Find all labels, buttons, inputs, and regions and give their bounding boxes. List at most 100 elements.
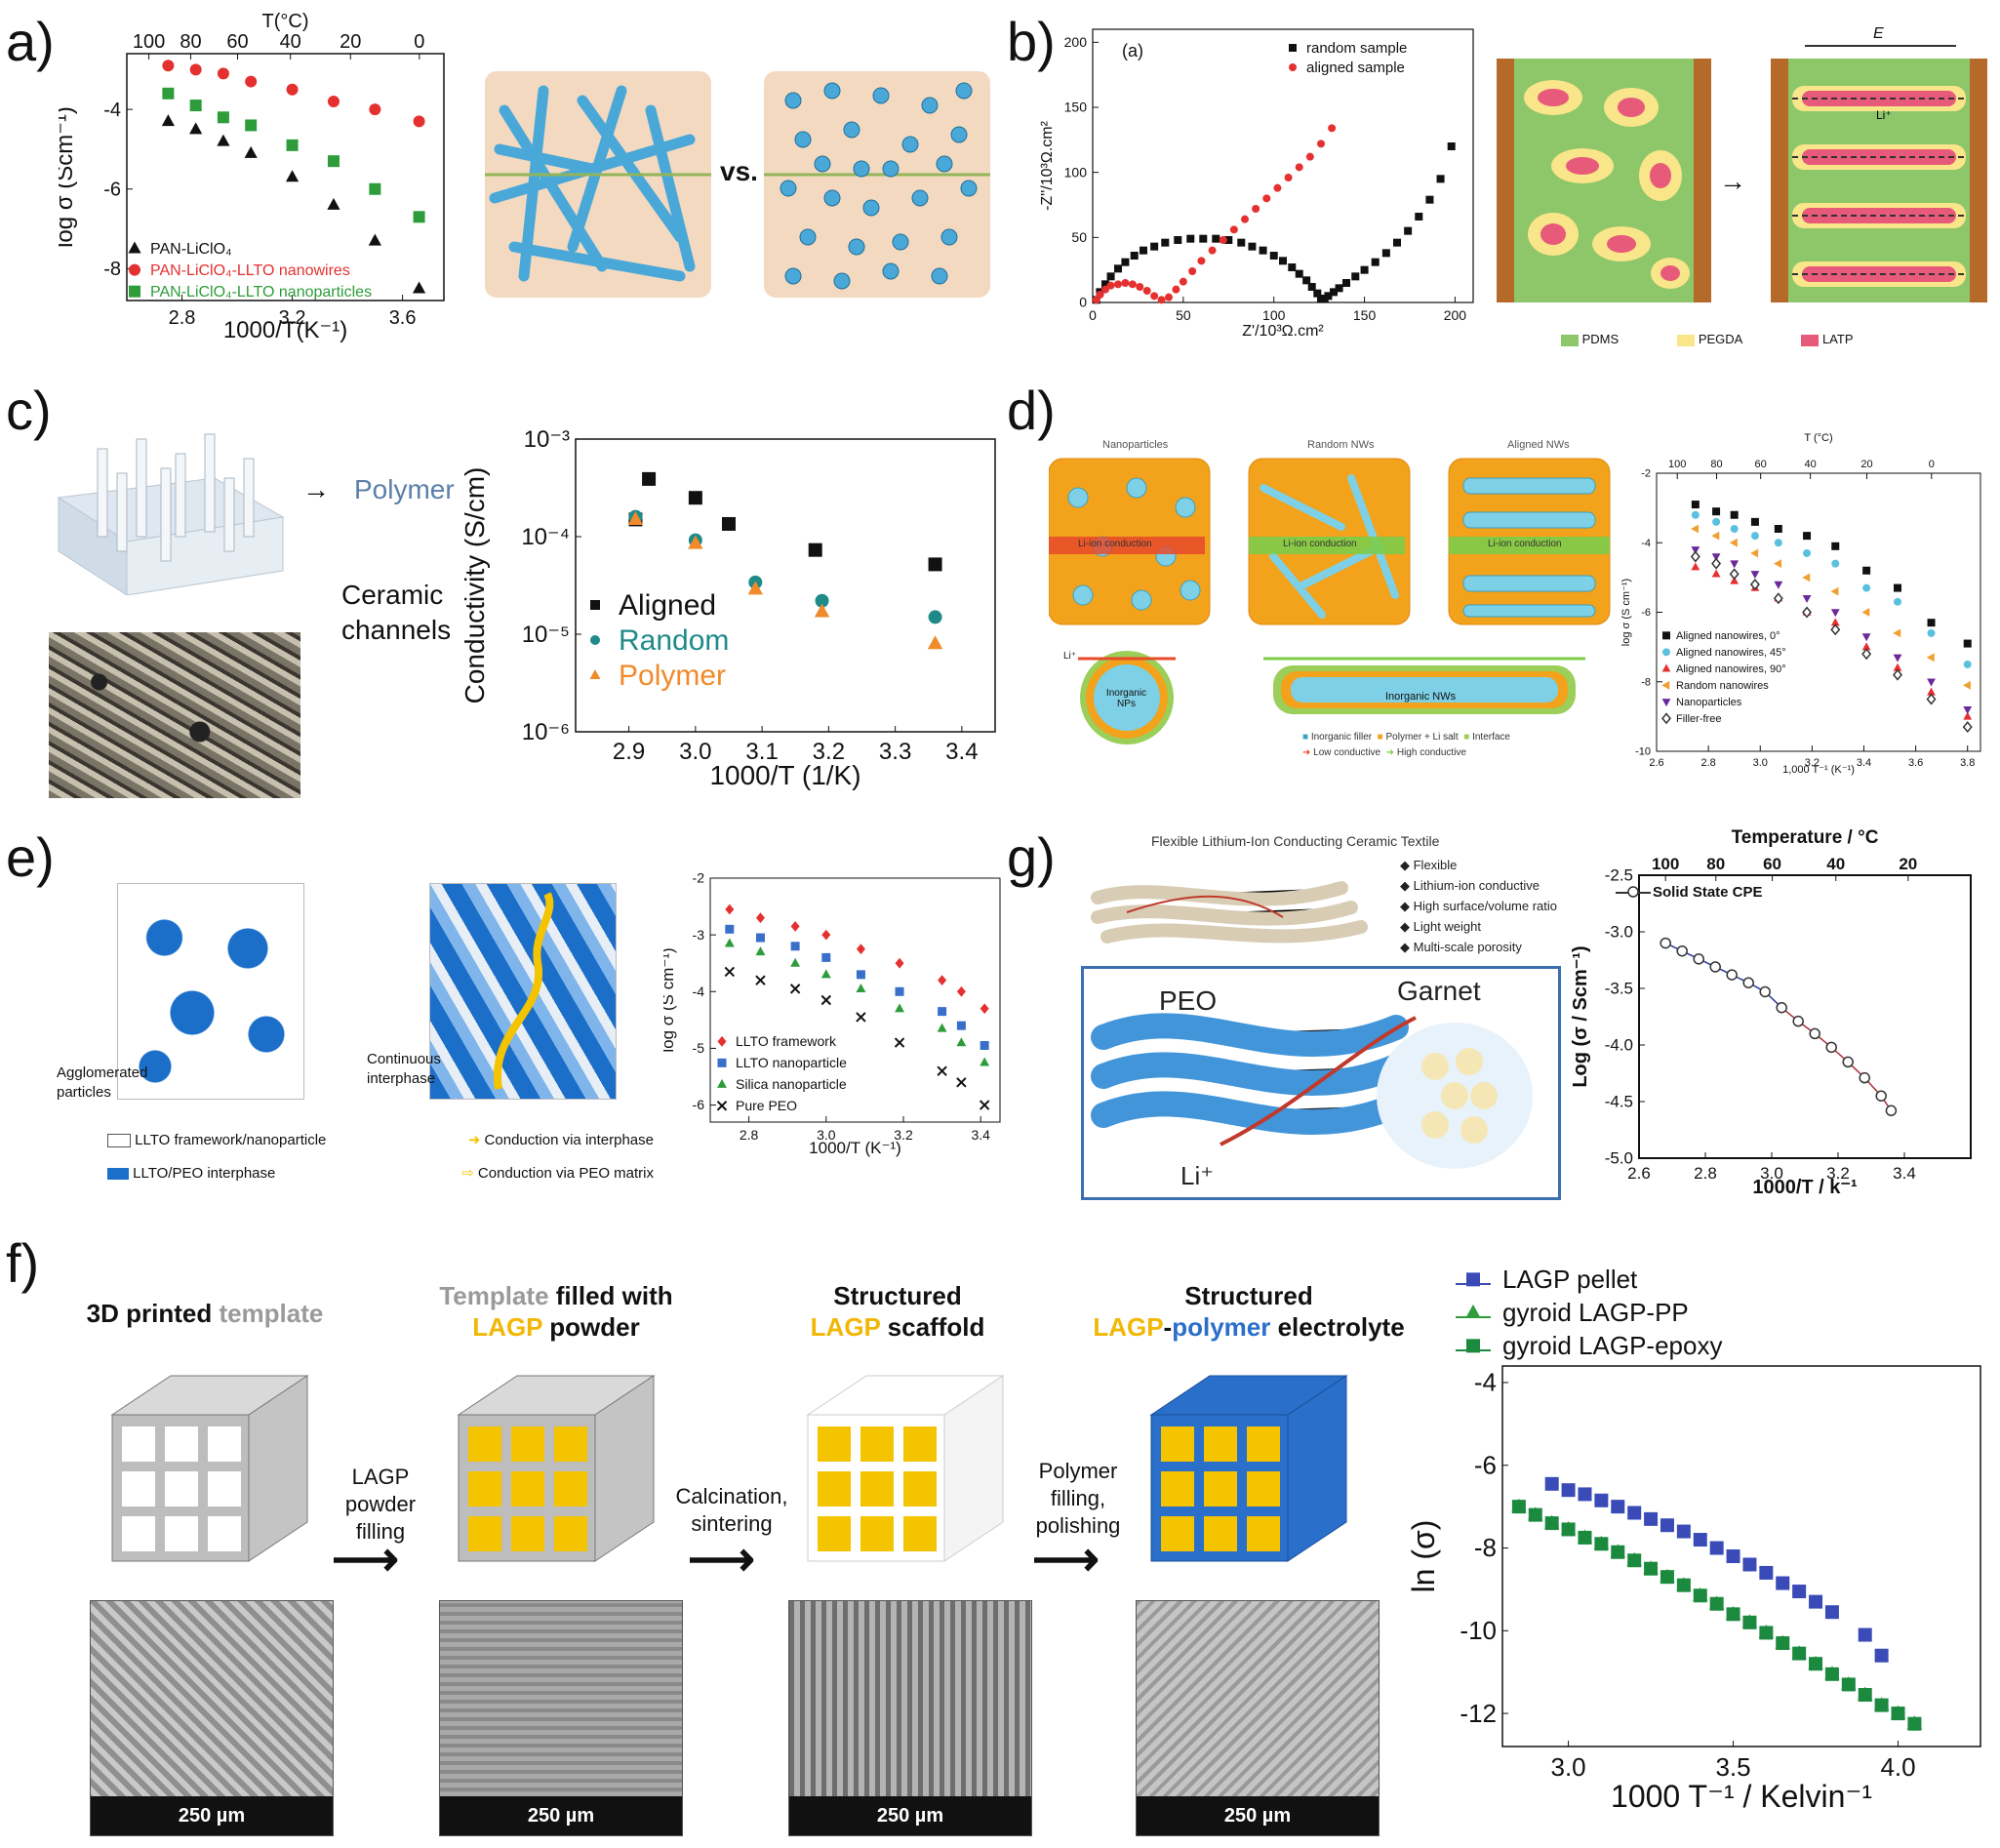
chart-a-point-2 [327,155,340,168]
chart-f-point-0 [1561,1483,1576,1498]
chart-b-ytick-label: 150 [1064,100,1088,115]
chart-f-legend-marker [1466,1272,1480,1287]
chart-a-top-tick-label: 0 [414,31,424,53]
chart-b-point-0 [1259,246,1267,255]
chart-g-ytick-label: -4.5 [1605,1093,1633,1111]
chart-f-point-0 [1792,1585,1807,1599]
chart-g-point-0 [1825,1041,1837,1054]
chart-g-point-0 [1676,944,1688,957]
chart-d-point-4 [1774,581,1783,589]
chart-c-legend-marker [589,669,601,679]
nanoparticle-dot [950,126,968,143]
chart-a: 2.8 3.2 3.6 -4 -6 -8 T(°C) 100 80 60 40 20 0 1000/T(K… [59,11,445,343]
chart-d-point-1 [1894,597,1902,606]
chart-d-point-5 [1749,579,1760,590]
chart-g-top-label: Temperature / °C [1732,827,1879,848]
chart-d-point-1 [1750,532,1759,541]
chart-c-point-2 [814,603,830,618]
chart-f-point-2 [1907,1716,1922,1731]
chart-d-point-5 [1690,550,1700,563]
f-arrow-3-icon: ⟶ [1032,1534,1100,1586]
chart-a-xlabel: 1000/T(K⁻¹) [223,317,347,343]
chart-f-point-0 [1809,1594,1823,1609]
nanowire-network-icon [485,85,711,282]
chart-f-point-2 [1676,1578,1691,1592]
chart-b-point-0 [1224,236,1233,244]
chart-d-legend-marker [1662,648,1670,657]
nanoparticle-dots-icon [764,82,990,290]
chart-b-xtick-label: 50 [1176,307,1191,323]
e-legend: LLTO framework/nanoparticle ➜ Conduction… [107,1124,654,1190]
chart-e-point-0 [856,944,865,955]
chart-b-point-1 [1252,205,1260,213]
chart-g-xtick-label: 2.6 [1627,1164,1651,1183]
chart-g-legend-label: Solid State CPE [1653,884,1763,901]
chart-e-point-2 [956,1037,967,1047]
chart-f-point-2 [1709,1596,1724,1611]
chart-e-point-3 [937,1065,947,1076]
chart-c-xtick-label: 3.3 [879,739,911,765]
chart-e-legend-marker [717,1078,727,1088]
e-legend-interphase: LLTO/PEO interphase [133,1165,276,1182]
chart-b-point-0 [1101,280,1109,289]
chart-f-xtick-label: 3.0 [1551,1752,1586,1782]
chart-d-point-4 [1750,571,1760,580]
chart-d-point-3 [1861,608,1870,617]
chart-a-frame [126,53,445,301]
d-legend-polymer: Polymer + Li salt [1385,732,1459,743]
chart-d-point-2 [1711,569,1721,578]
c-arrow-icon: → [302,474,330,504]
chart-b-point-1 [1305,152,1314,161]
chart-d-point-5 [1962,721,1973,734]
chart-d-legend-marker [1661,712,1671,725]
chart-d-point-0 [1774,525,1782,533]
chart-e-point-0 [821,929,831,941]
chart-g-point-0 [1660,937,1671,949]
chart-a-point-2 [245,119,258,132]
chart-a-top-tick-label: 40 [280,31,301,53]
chart-d-point-1 [1712,517,1721,526]
chart-b-ytick-label: 0 [1079,295,1087,310]
chart-b-point-0 [1342,279,1350,287]
chart-b-xtick-label: 100 [1262,307,1286,323]
chart-f-point-2 [1841,1677,1856,1692]
nanoparticle-dot [931,267,948,285]
g-fiber-closeup [1081,966,1561,1200]
chart-f-ytick-label: -8 [1474,1533,1497,1562]
chart-d-ytick-label: -8 [1641,676,1651,688]
chart-b-point-0 [1186,234,1195,243]
e-continuous-cube-icon [429,883,617,1100]
chart-b-point-1 [1114,280,1122,289]
chart-b-point-1 [1262,194,1271,203]
chart-d-legend-marker [1662,631,1670,640]
chart-d-point-5 [1773,592,1783,605]
chart-a-point-1 [162,60,175,72]
chart-e-legend-marker [717,1035,727,1047]
panel-label-b: b) [1007,11,1056,72]
chart-a-point-0 [189,122,203,135]
chart-f-point-2 [1511,1500,1526,1514]
chart-d-point-4 [1927,678,1936,687]
chart-a-point-0 [217,134,230,146]
chart-b-xtick-label: 200 [1444,307,1467,323]
e-legend-peo-conduction: Conduction via PEO matrix [477,1165,654,1182]
chart-b-point-1 [1179,277,1187,286]
f-scale-bar-4: 250 µm [1137,1796,1379,1835]
chart-a-top-tick-label: 20 [340,31,361,53]
a-vs-label: vs. [720,156,758,186]
g-bullets: ◆ Flexible ◆ Lithium-ion conductive ◆ Hi… [1400,858,1558,954]
d-li-label: Li⁺ [1063,651,1077,662]
f-caption-1: 3D printed template [86,1299,324,1328]
c-sem-image [49,632,300,798]
chart-a-legend-marker [128,241,141,254]
chart-f-point-0 [1594,1493,1609,1507]
chart-d-point-5 [1711,557,1722,570]
chart-e-legend-label: Silica nanoparticle [736,1076,847,1092]
chart-d-point-3 [1711,531,1720,541]
chart-b-point-1 [1121,279,1130,287]
chart-g-point-0 [1759,985,1771,998]
chart-e-point-2 [980,1057,990,1066]
g-bullet-1: Flexible [1413,858,1458,872]
chart-d-point-3 [1774,559,1782,569]
chart-b-point-1 [1219,236,1227,244]
